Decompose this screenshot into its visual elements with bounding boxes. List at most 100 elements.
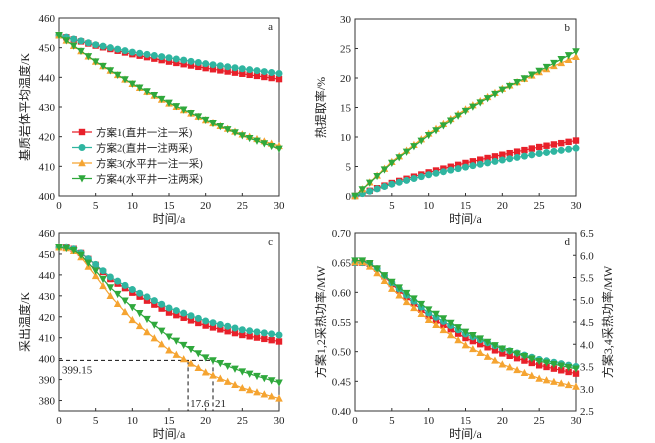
data-point [403, 176, 411, 184]
data-point [491, 90, 499, 99]
data-point [187, 312, 195, 320]
data-point [520, 368, 529, 377]
data-point [238, 368, 247, 376]
data-point [158, 53, 166, 61]
data-point [69, 42, 78, 50]
data-point [542, 376, 551, 384]
data-point [121, 281, 129, 289]
data-point [535, 143, 543, 151]
data-point [476, 348, 485, 356]
y-tick-label: 400 [39, 354, 56, 366]
x-axis-label: 时间/a [153, 427, 186, 441]
data-point [216, 123, 225, 131]
data-point [373, 269, 381, 277]
data-point [572, 365, 580, 373]
data-point [91, 271, 100, 280]
data-point [260, 140, 269, 148]
data-point [231, 365, 239, 373]
data-point [358, 186, 367, 194]
x-tick-label: 30 [571, 415, 583, 427]
data-point [209, 66, 217, 73]
y-axis-label: 热提取率/% [313, 77, 328, 138]
data-point [136, 49, 144, 57]
data-point [550, 377, 558, 385]
legend: 方案1(直井一注一采) 方案2(直井一注两采) 方案3(水平井一注一采) 方案4(水平… [72, 126, 203, 186]
data-point [114, 277, 122, 285]
data-point [128, 48, 136, 56]
data-point [62, 37, 71, 45]
data-point [469, 162, 477, 170]
data-point [521, 146, 528, 154]
data-point [187, 346, 195, 354]
data-point [69, 246, 78, 255]
y-tick-label: 420 [39, 312, 56, 324]
data-point [180, 56, 188, 64]
data-point [565, 368, 572, 376]
data-point [498, 360, 507, 368]
y-tick-label: 10 [340, 132, 352, 144]
data-point [373, 172, 381, 181]
data-point [402, 289, 411, 298]
series-line [354, 56, 577, 197]
data-point [224, 322, 232, 330]
data-point [542, 63, 551, 72]
data-point [521, 357, 528, 364]
data-point [92, 260, 100, 268]
data-point [157, 95, 166, 104]
x-tick-label: 5 [389, 415, 395, 427]
data-point [366, 187, 374, 195]
y-tick-label: 410 [39, 333, 56, 345]
annotation-label: 17.6 [190, 398, 210, 410]
data-point [201, 116, 210, 125]
data-point [462, 163, 469, 171]
data-point [410, 175, 418, 183]
data-point [572, 137, 580, 144]
data-point [165, 54, 173, 62]
data-point [239, 331, 246, 339]
legend-label: 方案1(直井一注一采) [96, 126, 193, 139]
data-point [461, 107, 470, 116]
data-point [209, 357, 217, 365]
data-point [128, 286, 136, 294]
data-point [136, 289, 144, 297]
series-3 [351, 52, 580, 200]
y-axis-label: 方案1,2采热功率/MW [313, 265, 328, 378]
series-4 [351, 257, 580, 373]
data-point [224, 328, 231, 335]
data-point [180, 61, 187, 68]
data-point [224, 68, 231, 75]
data-point [380, 166, 389, 174]
data-point [380, 183, 388, 191]
data-point [223, 362, 232, 371]
annotation-label: 399.15 [62, 364, 93, 376]
data-point [432, 310, 440, 318]
data-point [135, 310, 144, 318]
y-tick-label: 0.45 [332, 376, 352, 388]
data-point [202, 60, 210, 68]
data-point [165, 346, 173, 354]
data-point [187, 109, 195, 118]
data-point [505, 82, 514, 91]
data-point [165, 304, 173, 312]
data-point [135, 84, 144, 92]
legend-marker [78, 144, 86, 151]
data-point [513, 350, 521, 358]
data-point [238, 132, 247, 140]
data-point [484, 154, 491, 162]
y-axis-label: 基质岩体平均温度/K [17, 53, 32, 161]
data-point [528, 371, 536, 379]
data-point [246, 333, 253, 340]
data-point [491, 157, 499, 165]
data-point [172, 307, 180, 315]
y-axis-label-right: 方案3,4采热功率/MW [600, 265, 615, 378]
x-tick-label: 25 [534, 415, 546, 427]
data-point [417, 300, 426, 309]
data-point [216, 62, 224, 70]
data-point [446, 319, 455, 327]
x-tick-label: 25 [237, 415, 249, 427]
x-tick-label: 20 [200, 415, 212, 427]
data-point [121, 297, 129, 305]
series-4 [55, 32, 283, 153]
data-point [432, 127, 440, 135]
data-point [55, 32, 63, 40]
